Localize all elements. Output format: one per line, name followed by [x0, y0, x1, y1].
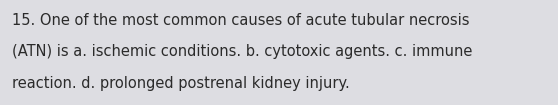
- Text: 15. One of the most common causes of acute tubular necrosis: 15. One of the most common causes of acu…: [12, 13, 470, 28]
- Text: (ATN) is a. ischemic conditions. b. cytotoxic agents. c. immune: (ATN) is a. ischemic conditions. b. cyto…: [12, 44, 473, 59]
- Text: reaction. d. prolonged postrenal kidney injury.: reaction. d. prolonged postrenal kidney …: [12, 76, 350, 91]
